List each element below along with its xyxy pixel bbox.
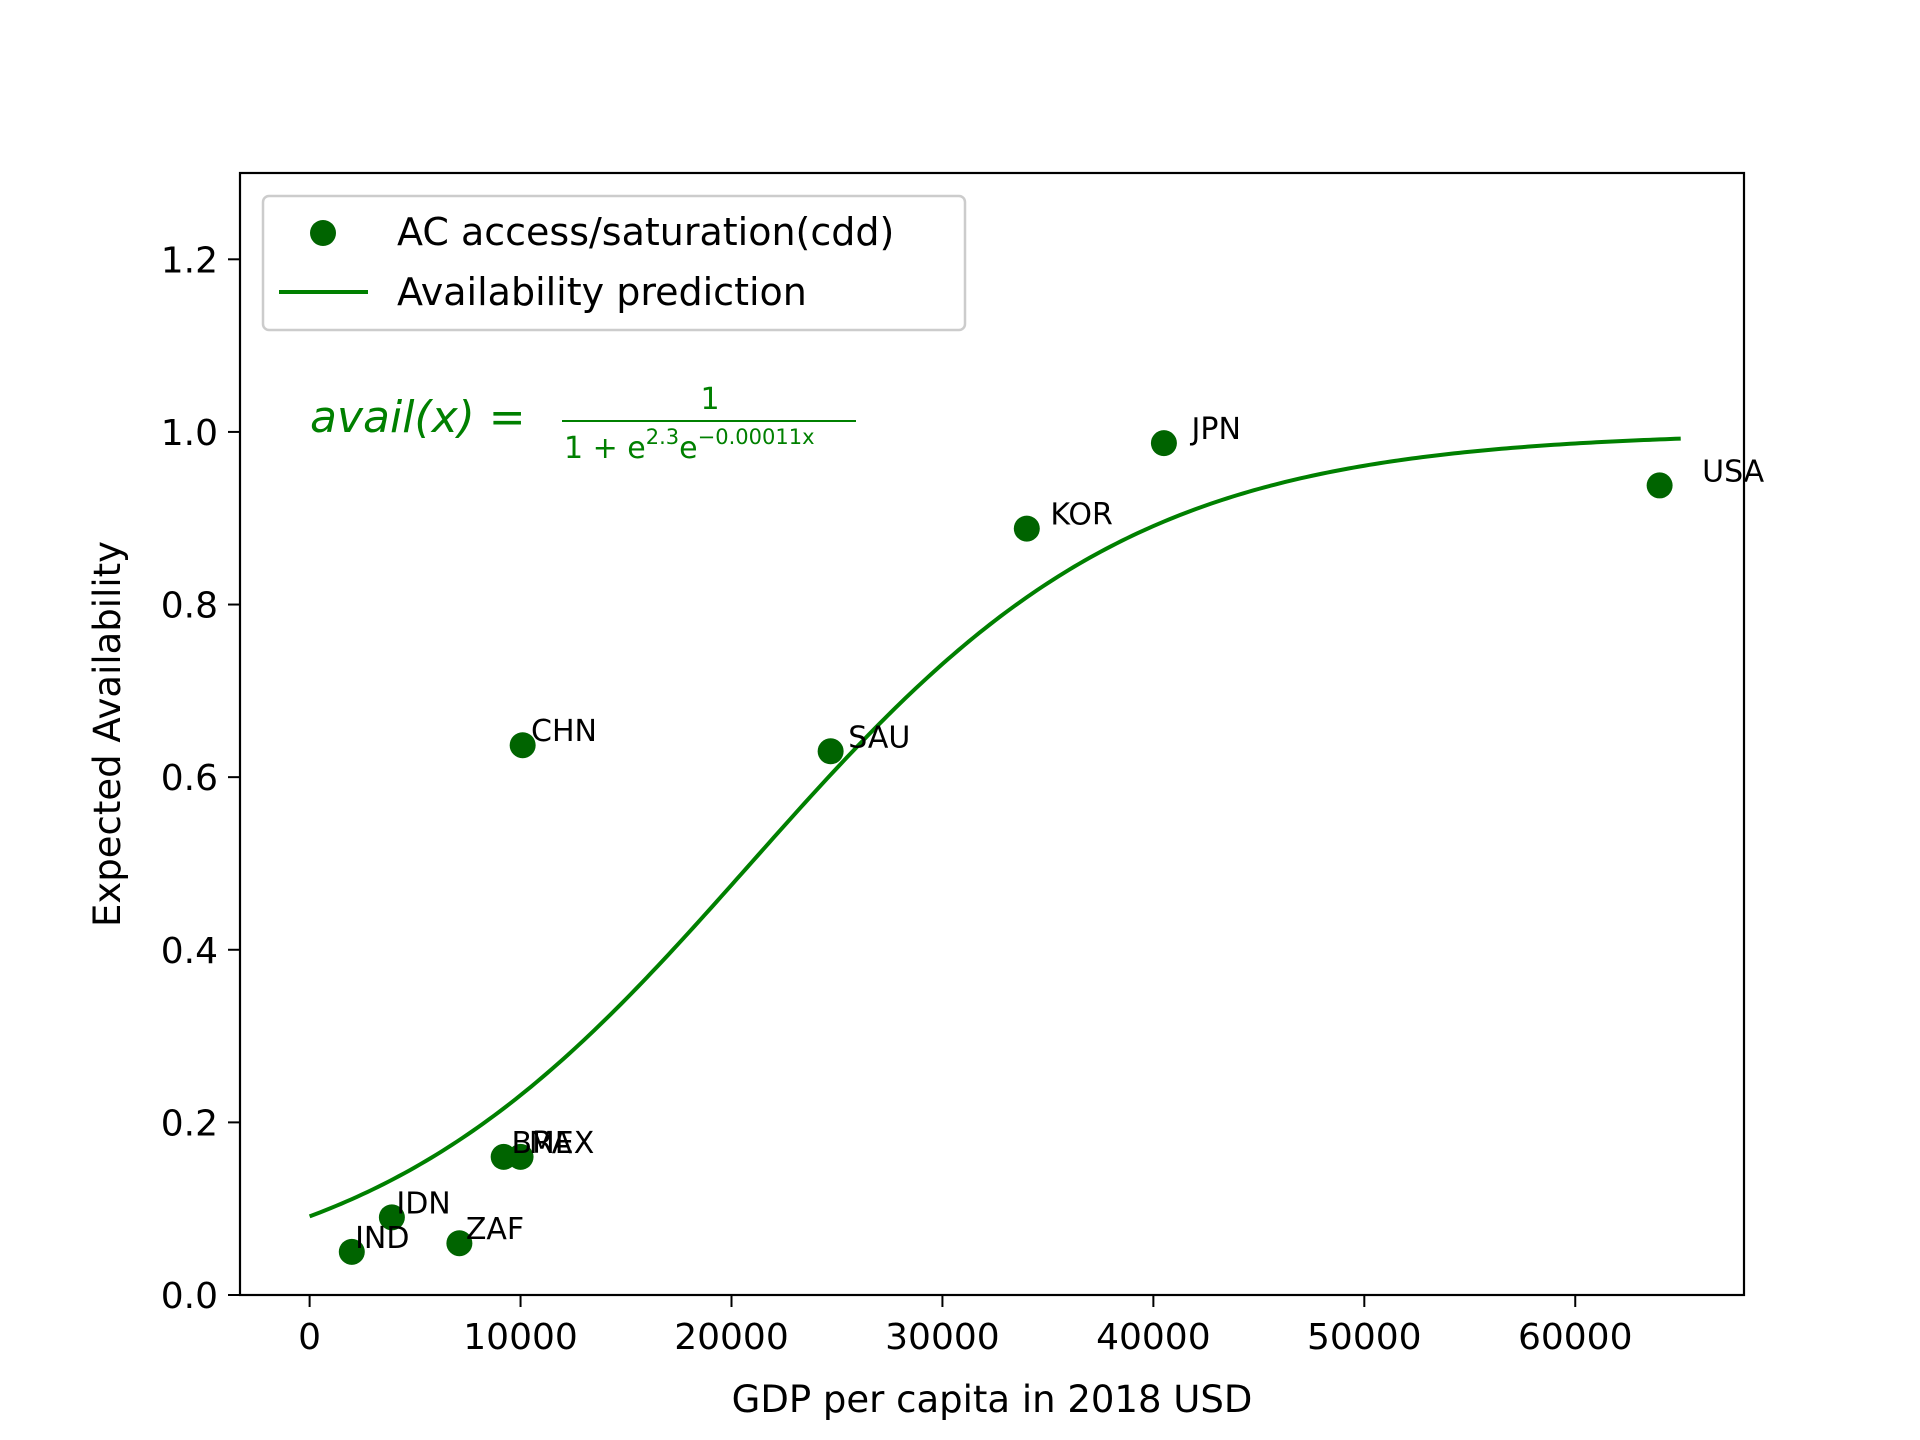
y-axis-ticks: 0.0 0.2 0.4 0.6 0.8 1.0 1.2: [161, 240, 240, 1317]
x-tick-label: 30000: [885, 1317, 1000, 1358]
point-label-sau: SAU: [848, 720, 910, 755]
x-tick-label: 20000: [674, 1317, 789, 1358]
formula-lhs: avail(x) =: [310, 392, 526, 443]
point-chn: [509, 732, 536, 759]
y-tick-label: 0.2: [161, 1103, 218, 1144]
point-zaf: [446, 1230, 473, 1257]
legend-label-scatter: AC access/saturation(cdd): [397, 210, 894, 254]
point-sau: [817, 738, 844, 765]
formula-denominator: 1 + e2.3e−0.00011x: [564, 425, 815, 466]
point-label-kor: KOR: [1050, 498, 1113, 533]
plot-frame: [238, 171, 1746, 1297]
point-label-mex: MEX: [529, 1126, 594, 1161]
point-label-bra: BRA: [511, 1126, 572, 1161]
scatter-points: [338, 430, 1673, 1265]
y-tick-label: 1.0: [161, 413, 218, 454]
y-tick-label: 0.6: [161, 758, 218, 799]
formula-numerator: 1: [700, 382, 719, 417]
y-tick-label: 0.4: [161, 931, 218, 972]
formula-den-mid: e: [679, 431, 697, 466]
legend: AC access/saturation(cdd) Availability p…: [261, 194, 967, 332]
point-label-zaf: ZAF: [466, 1212, 524, 1247]
formula-den-exp2: −0.00011x: [698, 425, 815, 449]
formula-den-prefix: 1 + e: [564, 431, 646, 466]
point-mex: [507, 1143, 534, 1170]
point-jpn: [1150, 430, 1177, 457]
point-usa: [1646, 472, 1673, 499]
point-kor: [1013, 515, 1040, 542]
x-tick-label: 0: [298, 1317, 321, 1358]
x-tick-label: 60000: [1518, 1317, 1633, 1358]
legend-box: [261, 194, 967, 332]
legend-scatter-marker: [310, 220, 336, 246]
point-idn: [378, 1204, 405, 1231]
x-axis-ticks: 0 10000 20000 30000 40000 50000 60000: [298, 1295, 1633, 1358]
formula-den-exp1: 2.3: [646, 425, 679, 449]
y-tick-label: 0.0: [161, 1276, 218, 1317]
y-axis-title: Expected Availability: [86, 541, 129, 927]
point-label-jpn: JPN: [1190, 412, 1241, 447]
point-label-idn: IDN: [396, 1186, 450, 1221]
legend-label-line: Availability prediction: [397, 270, 807, 314]
y-tick-label: 0.8: [161, 586, 218, 627]
point-ind: [338, 1238, 365, 1265]
x-tick-label: 40000: [1096, 1317, 1211, 1358]
y-tick-label: 1.2: [161, 240, 218, 281]
point-label-chn: CHN: [531, 714, 597, 749]
availability-prediction-line: [308, 436, 1681, 1219]
x-tick-label: 10000: [463, 1317, 578, 1358]
formula-annotation: avail(x) = 1 1 + e2.3e−0.00011x: [310, 382, 856, 466]
x-axis-title: GDP per capita in 2018 USD: [732, 1378, 1253, 1421]
x-tick-label: 50000: [1307, 1317, 1422, 1358]
point-label-ind: IND: [355, 1221, 409, 1256]
point-label-usa: USA: [1702, 454, 1765, 489]
